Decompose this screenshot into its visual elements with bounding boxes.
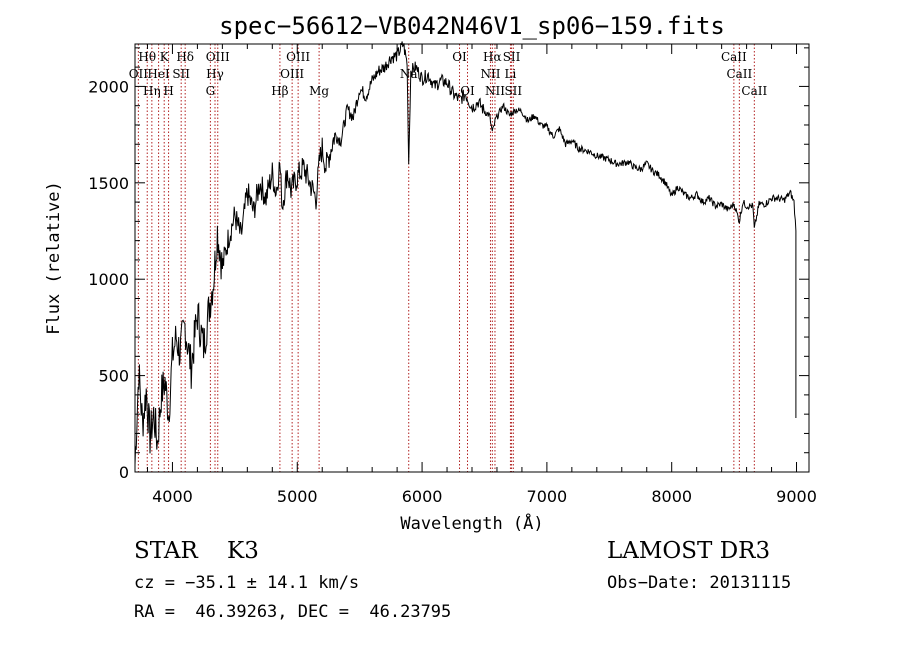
line-label-11: Hβ [271, 84, 288, 98]
x-tick-label: 9000 [776, 487, 817, 506]
line-label-1: Hθ [138, 50, 156, 64]
line-label-22: SII [503, 50, 521, 64]
y-tick-label: 0 [119, 463, 129, 482]
obs-date-readout: Obs−Date: 20131115 [607, 573, 792, 593]
line-label-12: OIII [280, 67, 304, 81]
y-axis: 0 500 1000 1500 2000 [88, 47, 809, 482]
redshift-readout: cz = −35.1 ± 14.1 km/s [134, 573, 360, 593]
line-label-19: Hα [483, 50, 502, 64]
line-label-0: OII [129, 67, 149, 81]
line-label-13: OIII [286, 50, 310, 64]
x-tick-label: 5000 [277, 487, 318, 506]
x-tick-label: 6000 [402, 487, 443, 506]
line-label-26: CaII [741, 84, 767, 98]
line-label-3: HeI [147, 67, 170, 81]
line-label-4: K [160, 50, 170, 64]
x-axis: 4000 5000 6000 7000 8000 9000 [146, 44, 817, 506]
line-label-6: SII [172, 67, 190, 81]
line-label-2: Hη [143, 84, 161, 98]
line-label-16: OI [452, 50, 467, 64]
line-label-9: Hγ [206, 67, 224, 81]
line-label-14: Mg [309, 84, 329, 98]
x-tick-label: 8000 [651, 487, 692, 506]
line-label-23: SII [504, 84, 522, 98]
spectral-line-markers [137, 44, 755, 472]
line-label-8: G [206, 84, 216, 98]
x-tick-label: 4000 [152, 487, 193, 506]
y-tick-label: 1000 [88, 270, 129, 289]
line-label-25: CaII [726, 67, 752, 81]
y-axis-label: Flux (relative) [44, 181, 64, 335]
x-tick-label: 7000 [527, 487, 568, 506]
line-label-5: H [163, 84, 173, 98]
line-label-20: NII [485, 84, 505, 98]
spectrum-line [134, 41, 797, 465]
chart-title: spec−56612−VB042N46V1_sp06−159.fits [219, 12, 725, 40]
y-tick-label: 1500 [88, 174, 129, 193]
coordinates-readout: RA = 46.39263, DEC = 46.23795 [134, 602, 452, 622]
line-label-15: Na [400, 67, 418, 81]
line-label-21: Li [505, 67, 517, 81]
line-label-24: CaII [721, 50, 747, 64]
spectral-line-labels: OII Hθ Hη HeI K H SII Hδ G Hγ OIII Hβ OIII OIII Mg Na OI… [129, 50, 768, 98]
star-class-label: STAR K3 [134, 538, 259, 564]
line-label-18: NII [480, 67, 500, 81]
x-axis-label: Wavelength (Å) [400, 512, 543, 534]
line-label-10: OIII [206, 50, 230, 64]
y-tick-label: 2000 [88, 77, 129, 96]
y-tick-label: 500 [98, 367, 129, 386]
line-label-7: Hδ [176, 50, 194, 64]
survey-label: LAMOST DR3 [607, 538, 771, 564]
